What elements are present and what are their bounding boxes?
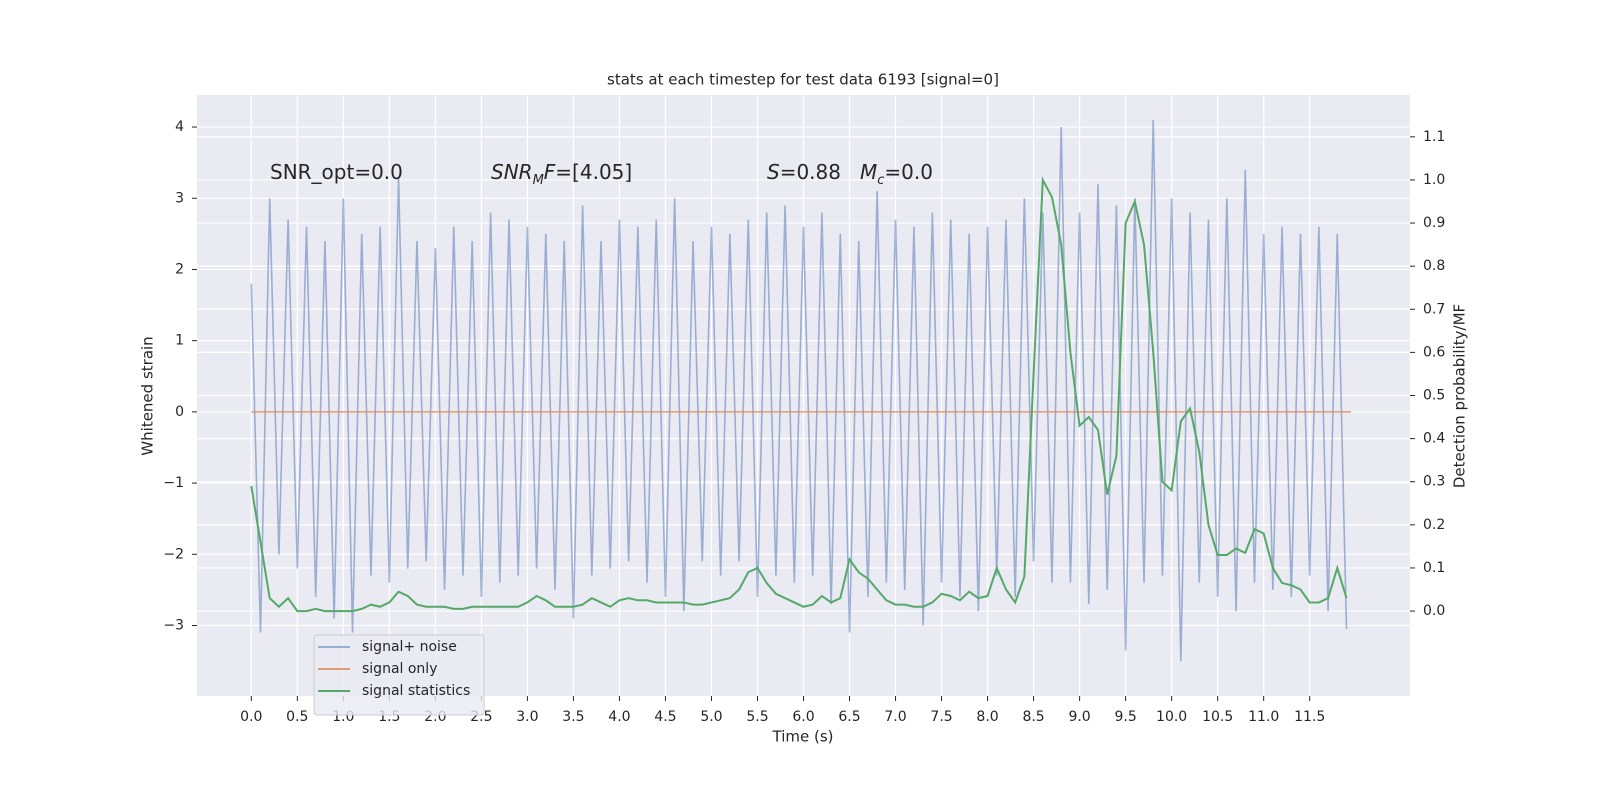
y2-tick-label: 0.7 bbox=[1423, 301, 1445, 317]
y-tick-label: −3 bbox=[163, 618, 184, 634]
annotation-part: =0.0 bbox=[884, 160, 933, 184]
y-tick-label: 0 bbox=[175, 404, 184, 420]
x-tick-label: 4.5 bbox=[654, 709, 676, 725]
annotation-part: SNR_opt=0.0 bbox=[270, 160, 403, 184]
y2-tick-label: 1.0 bbox=[1423, 172, 1445, 188]
x-tick-label: 8.0 bbox=[976, 709, 998, 725]
x-tick-label: 9.0 bbox=[1068, 709, 1090, 725]
marks bbox=[250, 119, 1352, 662]
y-tick-label: 3 bbox=[175, 190, 184, 206]
legend-box bbox=[313, 634, 485, 716]
legend-label: signal only bbox=[362, 661, 437, 677]
x-tick-label: 7.5 bbox=[930, 709, 952, 725]
x-tick-label: 6.5 bbox=[838, 709, 860, 725]
chart-title: stats at each timestep for test data 619… bbox=[607, 71, 999, 89]
y-tick-label: −1 bbox=[163, 475, 184, 491]
x-axis-label: Time (s) bbox=[772, 728, 834, 746]
y2-tick-label: 0.3 bbox=[1423, 474, 1445, 490]
y2-tick-label: 0.6 bbox=[1423, 344, 1445, 360]
x-tick-label: 5.5 bbox=[746, 709, 768, 725]
annotation-part: SNR bbox=[491, 160, 533, 184]
y2-tick-label: 1.1 bbox=[1423, 129, 1445, 145]
annotation: SNR_opt=0.0 bbox=[270, 160, 403, 184]
x-tick-label: 11.0 bbox=[1248, 709, 1279, 725]
y2-axis-label: Detection probability/MF bbox=[1451, 304, 1469, 488]
x-tick-label: 11.5 bbox=[1294, 709, 1325, 725]
x-tick-label: 10.5 bbox=[1202, 709, 1233, 725]
x-tick-label: 0.5 bbox=[286, 709, 308, 725]
y-tick-label: −2 bbox=[163, 546, 184, 562]
x-tick-label: 0.0 bbox=[240, 709, 262, 725]
annotation-part: M bbox=[860, 160, 877, 184]
legend-label: signal+ noise bbox=[362, 639, 457, 655]
x-tick-label: 3.5 bbox=[562, 709, 584, 725]
annotation-part: =[4.05] bbox=[555, 160, 632, 184]
annotation-part: M bbox=[533, 173, 544, 188]
y-tick-label: 4 bbox=[175, 119, 184, 135]
x-tick-label: 4.0 bbox=[608, 709, 630, 725]
y-tick-label: 2 bbox=[175, 261, 184, 277]
legend-label: signal statistics bbox=[362, 683, 470, 699]
x-tick-label: 3.0 bbox=[516, 709, 538, 725]
x-tick-label: 7.0 bbox=[884, 709, 906, 725]
x-tick-label: 8.5 bbox=[1022, 709, 1044, 725]
y2-tick-label: 0.4 bbox=[1423, 431, 1445, 447]
y-axis-label: Whitened strain bbox=[139, 336, 157, 455]
labels: 0.0 0.5 1.0 1.5 2.0 2.5 3.0 3.5 4.0 4.5 5.0 5.5 6.0 6… bbox=[163, 119, 1445, 725]
y2-tick-label: 0.1 bbox=[1423, 560, 1445, 576]
y2-tick-label: 0.9 bbox=[1423, 215, 1445, 231]
x-tick-label: 9.5 bbox=[1114, 709, 1136, 725]
x-tick-label: 5.0 bbox=[700, 709, 722, 725]
annotation-part: c bbox=[877, 173, 884, 188]
annotation-part: S bbox=[767, 160, 780, 184]
annotation: S=0.88 bbox=[767, 160, 841, 184]
y2-tick-label: 0.2 bbox=[1423, 517, 1445, 533]
series-line bbox=[250, 119, 1348, 662]
annotation-part: =0.88 bbox=[780, 160, 841, 184]
y-tick-label: 1 bbox=[175, 333, 184, 349]
y2-tick-label: 0.0 bbox=[1423, 603, 1445, 619]
annotation: Mc=0.0 bbox=[860, 160, 933, 189]
y2-tick-label: 0.5 bbox=[1423, 388, 1445, 404]
y2-tick-label: 0.8 bbox=[1423, 258, 1445, 274]
annotation-part: F bbox=[544, 160, 556, 184]
annotation: SNRMF=[4.05] bbox=[491, 160, 632, 189]
series-line bbox=[250, 176, 1348, 613]
x-tick-label: 6.0 bbox=[792, 709, 814, 725]
x-tick-label: 10.0 bbox=[1156, 709, 1187, 725]
